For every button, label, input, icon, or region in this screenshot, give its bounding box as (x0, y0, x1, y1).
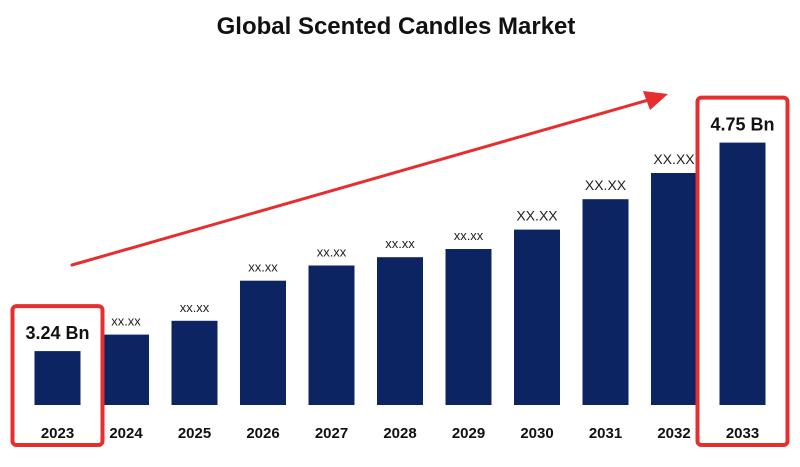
data-label-2027: xx.xx (317, 245, 347, 260)
x-tick-2023: 2023 (41, 425, 74, 442)
highlight-box-2033 (695, 95, 790, 447)
x-tick-2025: 2025 (178, 425, 211, 442)
x-tick-2028: 2028 (383, 425, 416, 442)
bars-layer (34, 142, 766, 405)
data-label-2028: xx.xx (385, 236, 415, 251)
bar-2033 (719, 142, 766, 405)
data-label-2030: XX.XX (516, 208, 558, 224)
data-label-2032: XX.XX (653, 151, 695, 167)
x-tick-2026: 2026 (246, 425, 279, 442)
trend-arrow-head (643, 91, 668, 110)
bar-2029 (445, 249, 492, 405)
bar-2026 (240, 280, 286, 405)
x-tick-2032: 2032 (657, 425, 690, 442)
data-label-2023: 3.24 Bn (25, 323, 89, 343)
x-tick-2033: 2033 (726, 425, 759, 442)
bar-2024 (103, 334, 149, 405)
data-label-2029: xx.xx (454, 228, 484, 243)
bar-2032 (651, 173, 697, 405)
x-axis-tick-labels: 2023 2024 2025 2026 2027 2028 2029 2030 2031 2032… (41, 425, 759, 442)
value-labels-layer: 3.24 Bn xx.xx xx.xx xx.xx xx.xx xx.xx xx.xx XX.… (25, 115, 774, 344)
bar-2030 (514, 229, 560, 405)
bar-2023 (34, 351, 81, 405)
trend-arrow-layer (70, 91, 668, 267)
x-tick-2024: 2024 (109, 425, 143, 442)
data-label-2031: XX.XX (585, 177, 627, 193)
bar-2027 (308, 265, 355, 405)
data-label-2033: 4.75 Bn (710, 115, 774, 135)
x-tick-2031: 2031 (589, 425, 622, 442)
chart-title: Global Scented Candles Market (217, 13, 576, 40)
data-label-2026: xx.xx (248, 260, 278, 275)
data-label-2025: xx.xx (180, 300, 210, 315)
data-label-2024: xx.xx (111, 314, 141, 329)
bar-2028 (377, 257, 423, 405)
x-tick-2027: 2027 (315, 425, 348, 442)
x-tick-2030: 2030 (520, 425, 553, 442)
x-tick-2029: 2029 (452, 425, 485, 442)
bar-2031 (582, 199, 629, 405)
highlight-boxes-layer (10, 95, 790, 447)
trend-arrow-line (70, 97, 654, 267)
highlight-box-2023 (10, 304, 105, 447)
bar-2025 (171, 320, 218, 405)
